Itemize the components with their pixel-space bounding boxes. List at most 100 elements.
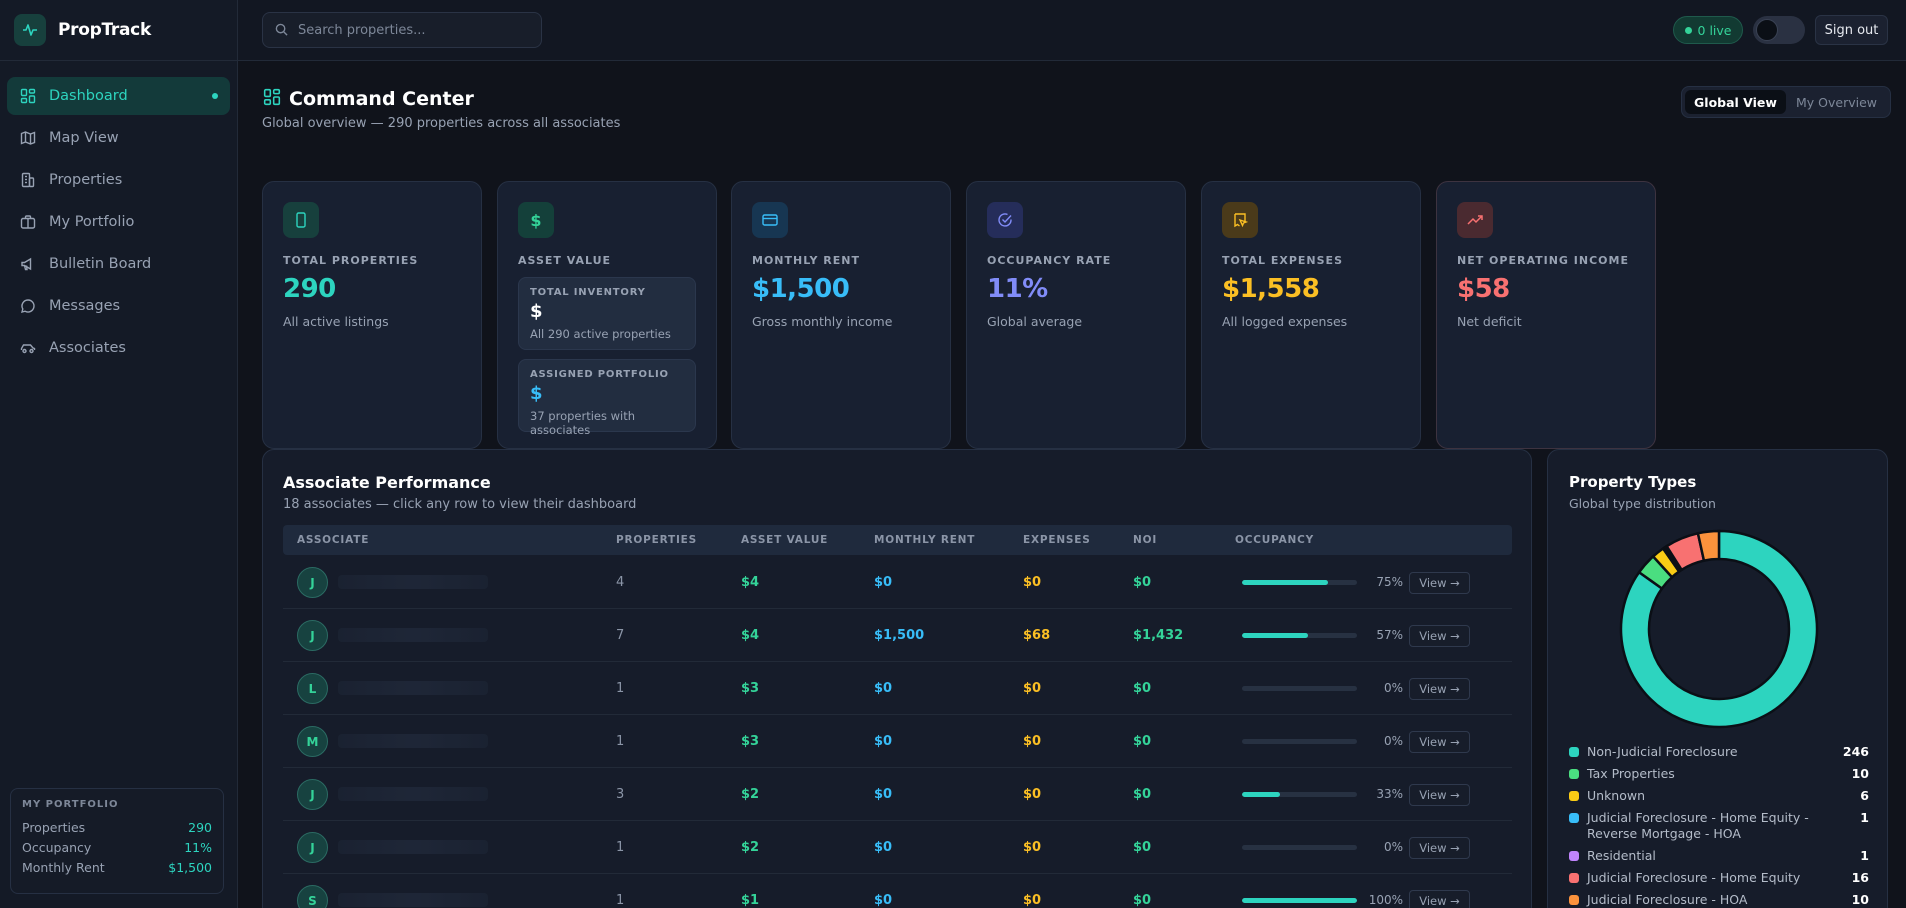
sidebar-item-label: Properties: [49, 172, 123, 188]
occupancy-rate-card: OCCUPANCY RATE 11% Global average: [966, 181, 1186, 449]
sign-out-button[interactable]: Sign out: [1815, 15, 1888, 45]
column-header[interactable]: PROPERTIES: [616, 534, 697, 546]
card-subtext: All logged expenses: [1222, 314, 1348, 329]
sidebar-item-messages[interactable]: Messages: [7, 287, 230, 325]
occupancy-bar: [1242, 898, 1357, 903]
properties-count: 1: [616, 734, 625, 749]
column-header[interactable]: MONTHLY RENT: [874, 534, 976, 546]
panel-title: Property Types: [1569, 473, 1697, 491]
portfolio-row: Occupancy 11%: [22, 837, 212, 857]
theme-toggle[interactable]: [1753, 16, 1805, 44]
asset-value-text: $4: [741, 575, 760, 590]
table-row[interactable]: J 3 $2 $0 $0 $0 33% View →: [283, 768, 1512, 821]
megaphone-icon: [19, 255, 37, 273]
live-status-badge: 0 live: [1673, 16, 1743, 44]
legend-swatch: [1569, 851, 1579, 861]
portfolio-label: Properties: [22, 819, 86, 835]
associate-name-redacted: [338, 681, 488, 695]
view-associate-button[interactable]: View →: [1409, 784, 1470, 806]
sidebar-item-properties[interactable]: Properties: [7, 161, 230, 199]
sidebar-item-associates[interactable]: Associates: [7, 329, 230, 367]
legend-count: 1: [1860, 848, 1869, 863]
donut-slice-6[interactable]: [1696, 529, 1721, 563]
noi: $0: [1133, 787, 1152, 802]
my-overview-tab[interactable]: My Overview: [1795, 94, 1877, 110]
column-header[interactable]: ASSET VALUE: [741, 534, 829, 546]
occupancy-percent: 0%: [1383, 734, 1403, 748]
table-row[interactable]: J 1 $2 $0 $0 $0 0% View →: [283, 821, 1512, 874]
expenses: $0: [1023, 893, 1042, 908]
card-subtext: All active listings: [283, 314, 389, 329]
occupancy-bar-fill: [1242, 792, 1280, 797]
expenses: $68: [1023, 628, 1051, 643]
occupancy-percent: 33%: [1376, 787, 1403, 801]
asset-value: $1: [741, 874, 763, 908]
legend-swatch: [1569, 813, 1579, 823]
column-header[interactable]: ASSOCIATE: [297, 534, 370, 546]
properties-count: 4: [616, 575, 625, 590]
portfolio-value: 290: [188, 819, 212, 835]
search-box[interactable]: [262, 12, 542, 48]
view-associate-button[interactable]: View →: [1409, 625, 1470, 647]
page-header: Command Center: [263, 88, 474, 110]
asset-value: $4: [741, 556, 763, 609]
page-subtitle: Global overview — 290 properties across …: [262, 116, 621, 131]
legend-count: 10: [1851, 892, 1869, 907]
legend-count: 16: [1851, 870, 1869, 885]
view-associate-button[interactable]: View →: [1409, 837, 1470, 859]
asset-value-text: $2: [741, 787, 760, 802]
occupancy-percent: 57%: [1376, 628, 1403, 642]
sidebar-item-dashboard[interactable]: Dashboard: [7, 77, 230, 115]
asset-value-card: $ ASSET VALUE TOTAL INVENTORY $ All 290 …: [497, 181, 717, 449]
card-subtext: Global average: [987, 314, 1083, 329]
sidebar-item-bulletin-board[interactable]: Bulletin Board: [7, 245, 230, 283]
phone-icon: [283, 202, 319, 238]
column-header[interactable]: EXPENSES: [1023, 534, 1091, 546]
global-view-tab[interactable]: Global View: [1685, 90, 1786, 114]
card-subtext: Gross monthly income: [752, 314, 893, 329]
legend-label: Non-Judicial Foreclosure: [1587, 744, 1738, 759]
view-associate-button[interactable]: View →: [1409, 572, 1470, 594]
assigned-subtext: 37 properties with associates: [530, 409, 636, 437]
legend-swatch: [1569, 895, 1579, 905]
table-row[interactable]: L 1 $3 $0 $0 $0 0% View →: [283, 662, 1512, 715]
sidebar-item-map-view[interactable]: Map View: [7, 119, 230, 157]
expenses: $0: [1023, 734, 1042, 749]
brand[interactable]: PropTrack: [0, 0, 237, 61]
map-icon: [19, 129, 37, 147]
card-value: $1,558: [1222, 274, 1320, 304]
panel-title: Associate Performance: [283, 473, 491, 492]
view-associate-button[interactable]: View →: [1409, 890, 1470, 908]
sidebar-item-my-portfolio[interactable]: My Portfolio: [7, 203, 230, 241]
portfolio-label: Monthly Rent: [22, 859, 105, 875]
avatar: M: [297, 726, 328, 757]
search-input[interactable]: [298, 22, 528, 38]
table-row[interactable]: J 7 $4 $1,500 $68 $1,432 57% View →: [283, 609, 1512, 662]
view-associate-button[interactable]: View →: [1409, 731, 1470, 753]
legend-count: 10: [1851, 766, 1869, 781]
table-row[interactable]: J 4 $4 $0 $0 $0 75% View →: [283, 556, 1512, 609]
net-operating-income-card: NET OPERATING INCOME $58 Net deficit: [1436, 181, 1656, 449]
donut-slice-0[interactable]: [1619, 529, 1819, 729]
legend-swatch: [1569, 769, 1579, 779]
noi: $0: [1133, 734, 1152, 749]
portfolio-value: $1,500: [168, 859, 212, 875]
view-associate-button[interactable]: View →: [1409, 678, 1470, 700]
view-switch: Global View My Overview: [1681, 86, 1891, 118]
panel-subtitle: Global type distribution: [1569, 496, 1716, 511]
total-expenses-card: TOTAL EXPENSES $1,558 All logged expense…: [1201, 181, 1421, 449]
asset-value-text: $3: [741, 681, 760, 696]
panel-subtitle: 18 associates — click any row to view th…: [283, 497, 637, 512]
monthly-rent: $1,500: [874, 628, 925, 643]
briefcase-icon: [19, 213, 37, 231]
legend-item: Non-Judicial Foreclosure 246: [1569, 744, 1869, 760]
assigned-value: $: [530, 383, 542, 404]
table-row[interactable]: M 1 $3 $0 $0 $0 0% View →: [283, 715, 1512, 768]
table-row[interactable]: S 1 $1 $0 $0 $0 100% View →: [283, 874, 1512, 908]
column-header[interactable]: NOI: [1133, 534, 1158, 546]
brand-name: PropTrack: [58, 20, 151, 40]
assigned-label: ASSIGNED PORTFOLIO: [530, 369, 669, 380]
car-icon: [19, 339, 37, 357]
associate-name-redacted: [338, 628, 488, 642]
column-header[interactable]: OCCUPANCY: [1235, 534, 1315, 546]
